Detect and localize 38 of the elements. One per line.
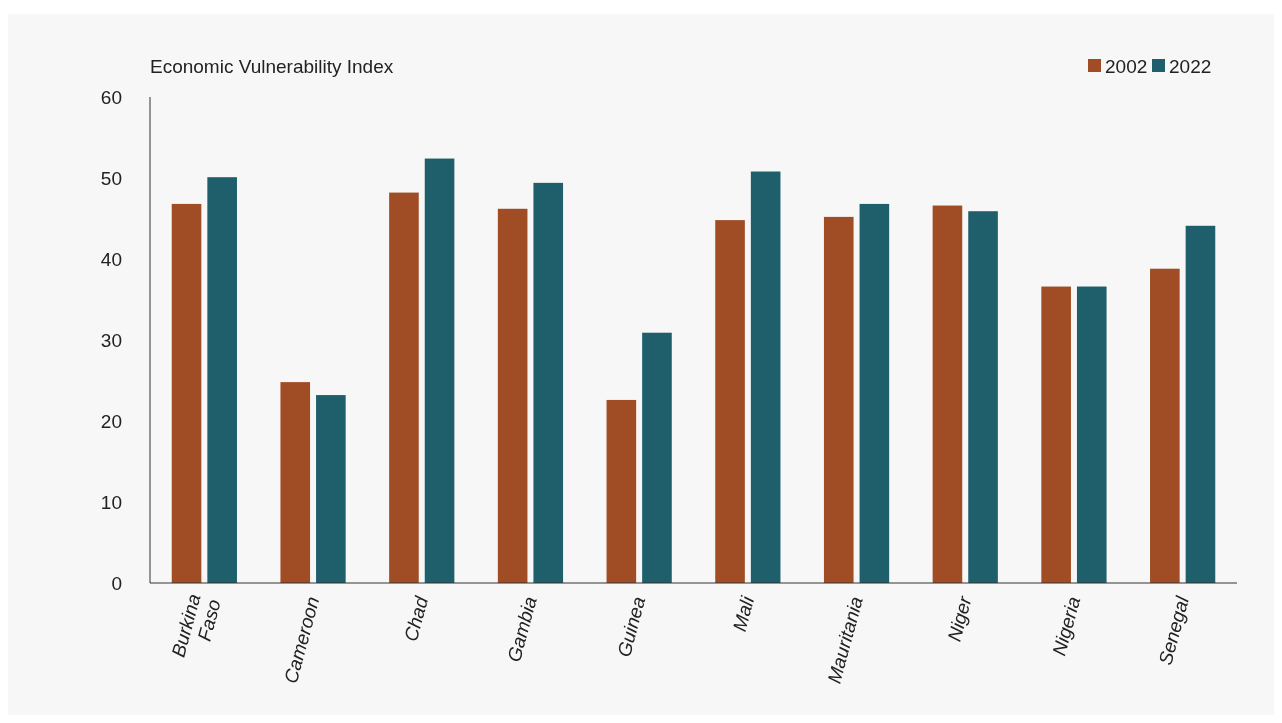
bar xyxy=(389,192,419,583)
x-tick-label: Mali xyxy=(728,593,759,634)
bar xyxy=(932,205,963,583)
bar xyxy=(207,177,237,583)
bar xyxy=(859,203,890,583)
bar xyxy=(823,216,854,583)
y-tick-label: 30 xyxy=(100,329,122,351)
bar xyxy=(1076,286,1107,583)
legend-label: 2022 xyxy=(1169,55,1212,77)
bar xyxy=(1185,225,1216,583)
bar xyxy=(316,395,346,583)
bar xyxy=(606,399,637,583)
x-tick-label: Guinea xyxy=(613,594,650,659)
bar xyxy=(1041,286,1071,583)
bar xyxy=(715,220,745,583)
bar xyxy=(280,382,311,583)
y-tick-label: 10 xyxy=(100,491,122,513)
bar xyxy=(171,203,202,583)
y-tick-label: 20 xyxy=(100,410,122,432)
x-tick-label: Chad xyxy=(400,592,433,644)
bar xyxy=(1150,268,1180,583)
x-tick-label: Gambia xyxy=(503,594,541,665)
bar xyxy=(642,332,672,583)
y-tick-label: 0 xyxy=(111,572,122,594)
legend-label: 2002 xyxy=(1105,55,1148,77)
bar xyxy=(424,158,455,583)
x-tick-label: Burkina Faso xyxy=(167,591,225,660)
y-tick-label: 50 xyxy=(100,167,122,189)
y-tick-label: 60 xyxy=(100,86,122,108)
bar xyxy=(968,211,998,583)
x-tick-label: Senegal xyxy=(1154,593,1194,668)
bar xyxy=(750,171,781,583)
x-tick-label: Niger xyxy=(943,593,976,644)
x-tick-label: Nigeria xyxy=(1048,594,1085,658)
y-tick-label: 40 xyxy=(100,248,122,270)
chart-title: Economic Vulnerability Index xyxy=(150,55,394,77)
bar xyxy=(497,208,528,583)
bar xyxy=(533,182,564,583)
